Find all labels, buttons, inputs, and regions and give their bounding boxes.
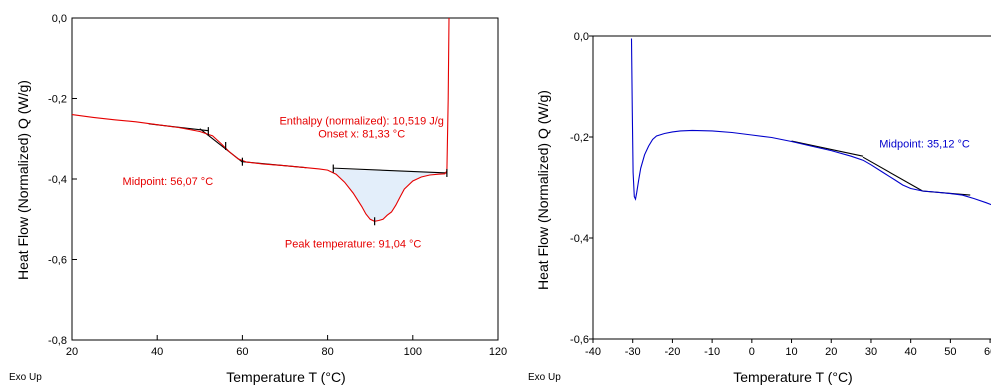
x-tick-label: 40	[151, 346, 163, 358]
x-axis-ticks: -40 -30 -20 -10 0 10 20 30 40 50 60	[585, 339, 991, 358]
y-axis-ticks: 0,0 -0,2 -0,4 -0,6 -0,8	[48, 13, 77, 347]
x-tick-label: -20	[664, 346, 680, 358]
y-tick-label: -0,6	[48, 255, 67, 267]
annotations: Midpoint: 35,12 °C	[879, 139, 970, 151]
x-axis-label: Temperature T (°C)	[226, 369, 345, 385]
x-axis-label: Temperature T (°C)	[733, 369, 852, 385]
x-tick-label: 80	[321, 346, 333, 358]
x-tick-label: -10	[704, 346, 720, 358]
x-tick-label: 120	[489, 346, 507, 358]
x-tick-label: -40	[585, 346, 601, 358]
annotation-label: Midpoint: 35,12 °C	[879, 139, 970, 151]
fit-line	[791, 140, 864, 157]
y-tick-label: -0,4	[48, 174, 67, 186]
x-tick-label: 20	[66, 346, 78, 358]
y-tick-label: -0,2	[48, 94, 67, 106]
annotation-label: Onset x: 81,33 °C	[318, 129, 405, 141]
x-tick-label: 60	[984, 346, 991, 358]
y-tick-label: 0,0	[52, 13, 67, 25]
x-tick-label: 20	[825, 346, 837, 358]
heat-flow-curve	[71, 17, 450, 222]
exo-up-label: Exo Up	[9, 372, 42, 383]
annotation-label: Peak temperature: 91,04 °C	[285, 238, 422, 250]
y-axis-label: Heat Flow (Normalized) Q (W/g)	[535, 90, 551, 290]
x-tick-label: -30	[625, 346, 641, 358]
y-tick-label: -0,2	[570, 132, 589, 144]
y-tick-label: 0,0	[574, 31, 589, 43]
peak-area-fill	[333, 169, 447, 222]
y-tick-label: -0,4	[570, 233, 589, 245]
x-tick-label: 60	[236, 346, 248, 358]
x-tick-label: 100	[404, 346, 422, 358]
x-tick-label: 50	[944, 346, 956, 358]
dsc-chart-left: 20 40 60 80 100 120 0,0 -0,2 -0,4 -0,6 -0,8 Entha…	[9, 13, 507, 385]
heat-flow-curve	[630, 38, 991, 206]
x-tick-label: 40	[905, 346, 917, 358]
y-axis-ticks: 0,0 -0,2 -0,4 -0,6	[570, 31, 593, 346]
y-axis-label: Heat Flow (Normalized) Q (W/g)	[15, 80, 31, 280]
fit-line	[862, 156, 923, 192]
exo-up-label: Exo Up	[528, 372, 561, 383]
dsc-chart-right: -40 -30 -20 -10 0 10 20 30 40 50 60 0,0 -0,2 -0,4 -0,…	[528, 31, 991, 385]
annotation-label: Midpoint: 56,07 °C	[123, 176, 214, 188]
x-tick-label: 30	[865, 346, 877, 358]
x-tick-label: 0	[749, 346, 755, 358]
fit-line	[333, 167, 447, 174]
x-tick-label: 10	[785, 346, 797, 358]
y-tick-label: -0,8	[48, 335, 67, 347]
curve-markers	[207, 127, 448, 226]
y-tick-label: -0,6	[570, 334, 589, 346]
annotation-label: Enthalpy (normalized): 10,519 J/g	[279, 116, 443, 128]
x-axis-ticks: 20 40 60 80 100 120	[66, 335, 507, 358]
